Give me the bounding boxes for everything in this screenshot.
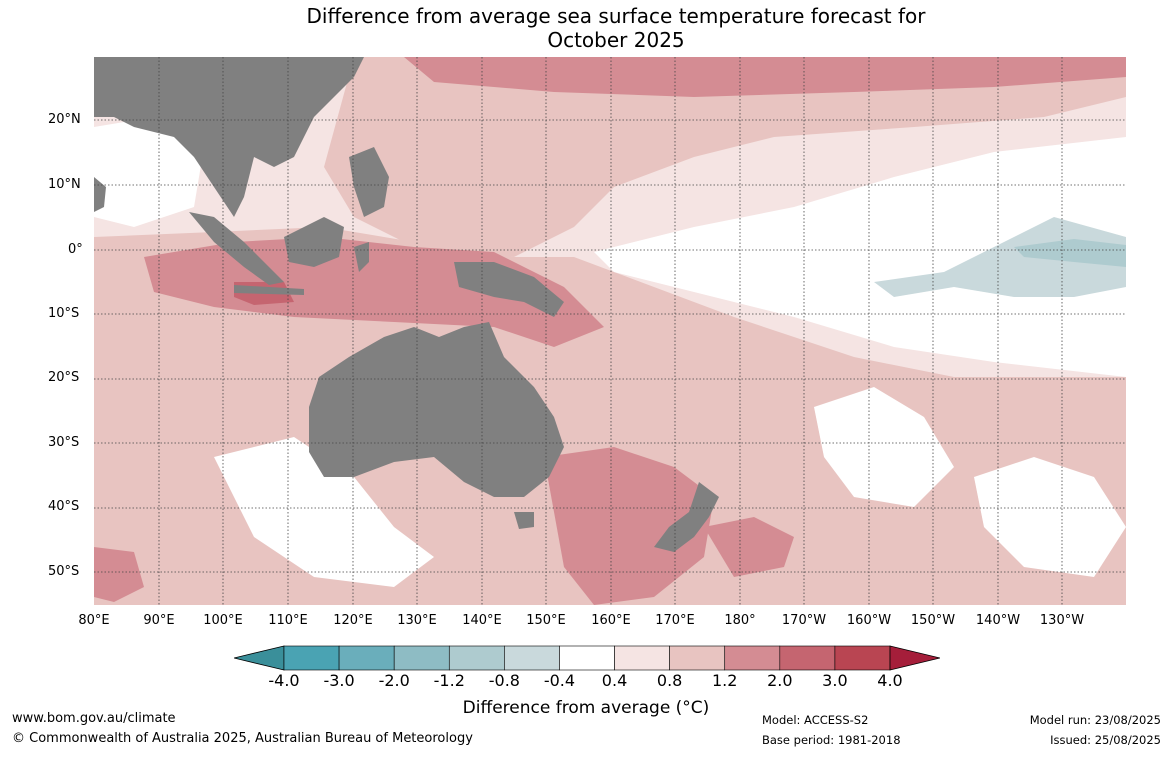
colorbar-tick-label: -2.0 — [378, 671, 410, 690]
colorbar-segment — [724, 645, 781, 671]
lon-label-170e: 170°E — [655, 613, 695, 628]
lon-label-100e: 100°E — [203, 613, 243, 628]
negative-anomaly-core — [1014, 239, 1126, 267]
colorbar-tick-label: 1.2 — [711, 671, 738, 690]
colorbar-tick-label: -0.4 — [543, 671, 576, 690]
title-line-1: Difference from average sea surface temp… — [306, 4, 926, 28]
anomaly-region-north — [324, 57, 1126, 257]
colorbar-segments — [234, 645, 940, 671]
colorbar-tick-label: -4.0 — [268, 671, 300, 690]
java-island — [234, 285, 304, 295]
lon-label-130e: 130°E — [397, 613, 437, 628]
colorbar-segment — [338, 645, 395, 671]
new-zealand-islands — [654, 482, 719, 552]
colorbar-segment — [614, 645, 670, 671]
colorbar-tick-label: 3.0 — [822, 671, 848, 690]
lat-label-equator: 0° — [68, 242, 83, 257]
lon-label-170w: 170°W — [781, 613, 827, 628]
colorbar-arrow-low — [234, 645, 285, 671]
lat-label-30s: 30°S — [48, 435, 80, 450]
lon-label-160w: 160°W — [846, 613, 892, 628]
colorbar-tick-label: -1.2 — [433, 671, 465, 690]
warm-anomaly-southwest — [94, 547, 144, 602]
asia-landmass — [94, 57, 364, 217]
lon-label-80e: 80°E — [78, 613, 110, 628]
colorbar-segment — [669, 645, 726, 671]
map-area — [94, 57, 1126, 605]
neutral-region-south-east — [974, 457, 1126, 577]
sst-anomaly-map — [94, 57, 1126, 605]
colorbar — [234, 645, 940, 671]
warm-anomaly-north-pacific — [404, 57, 1126, 97]
footer-url[interactable]: www.bom.gov.au/climate — [12, 711, 176, 726]
borneo-island — [284, 217, 344, 267]
tasmania-island — [514, 512, 534, 529]
philippines-islands — [349, 147, 389, 217]
negative-anomaly-east-pacific — [874, 217, 1126, 297]
footer-base-period: Base period: 1981-2018 — [762, 733, 901, 747]
new-guinea-island — [454, 262, 564, 317]
footer-issued: Issued: 25/08/2025 — [1050, 733, 1161, 747]
india-tip — [94, 177, 106, 212]
colorbar-arrow-high — [889, 645, 940, 671]
lon-label-90e: 90°E — [143, 613, 175, 628]
colorbar-segment — [283, 645, 340, 671]
colorbar-tick-label: 0.8 — [656, 671, 683, 690]
graticule — [94, 57, 1126, 605]
map-title: Difference from average sea surface temp… — [0, 4, 1173, 52]
lon-label-150e: 150°E — [526, 613, 566, 628]
colorbar-segment — [393, 645, 450, 671]
colorbar-title: Difference from average (°C) — [462, 698, 710, 718]
colorbar-tick-label: -0.8 — [488, 671, 520, 690]
footer-model: Model: ACCESS-S2 — [762, 713, 869, 727]
warm-anomaly-south-pacific — [704, 517, 794, 577]
lon-label-150w: 150°W — [910, 613, 956, 628]
lat-label-10n: 10°N — [48, 177, 81, 192]
colorbar-segment — [779, 645, 836, 671]
title-line-2: October 2025 — [547, 28, 685, 52]
colorbar-tick-label: 4.0 — [877, 671, 903, 690]
lat-label-40s: 40°S — [48, 499, 80, 514]
footer-copyright: © Commonwealth of Australia 2025, Austra… — [12, 731, 473, 746]
lon-label-180: 180° — [724, 613, 756, 628]
colorbar-tick-label: 0.4 — [601, 671, 628, 690]
neutral-region-equatorial-pacific — [594, 137, 1126, 377]
lat-label-50s: 50°S — [48, 564, 80, 579]
lon-label-140e: 140°E — [462, 613, 502, 628]
colorbar-segment — [559, 645, 615, 671]
lon-label-110e: 110°E — [268, 613, 308, 628]
sulawesi-island — [354, 242, 369, 272]
lon-label-140w: 140°W — [975, 613, 1021, 628]
warm-anomaly-tasman — [544, 447, 714, 605]
colorbar-segment — [834, 645, 891, 671]
neutral-region-north-west — [94, 117, 204, 227]
lon-label-160e: 160°E — [591, 613, 631, 628]
colorbar-tick-label: -3.0 — [323, 671, 355, 690]
lon-label-120e: 120°E — [333, 613, 373, 628]
lat-label-20s: 20°S — [48, 370, 80, 385]
neutral-region-south-indian — [214, 437, 434, 587]
lat-label-20n: 20°N — [48, 112, 81, 127]
lon-label-130w: 130°W — [1039, 613, 1085, 628]
footer-model-run: Model run: 23/08/2025 — [1029, 713, 1161, 727]
lat-label-10s: 10°S — [48, 306, 80, 321]
colorbar-segment — [504, 645, 560, 671]
colorbar-tick-label: 2.0 — [767, 671, 793, 690]
sumatra-island — [189, 212, 284, 285]
neutral-region-south-pacific — [814, 387, 954, 507]
australia-landmass — [309, 322, 564, 497]
colorbar-segment — [448, 645, 505, 671]
